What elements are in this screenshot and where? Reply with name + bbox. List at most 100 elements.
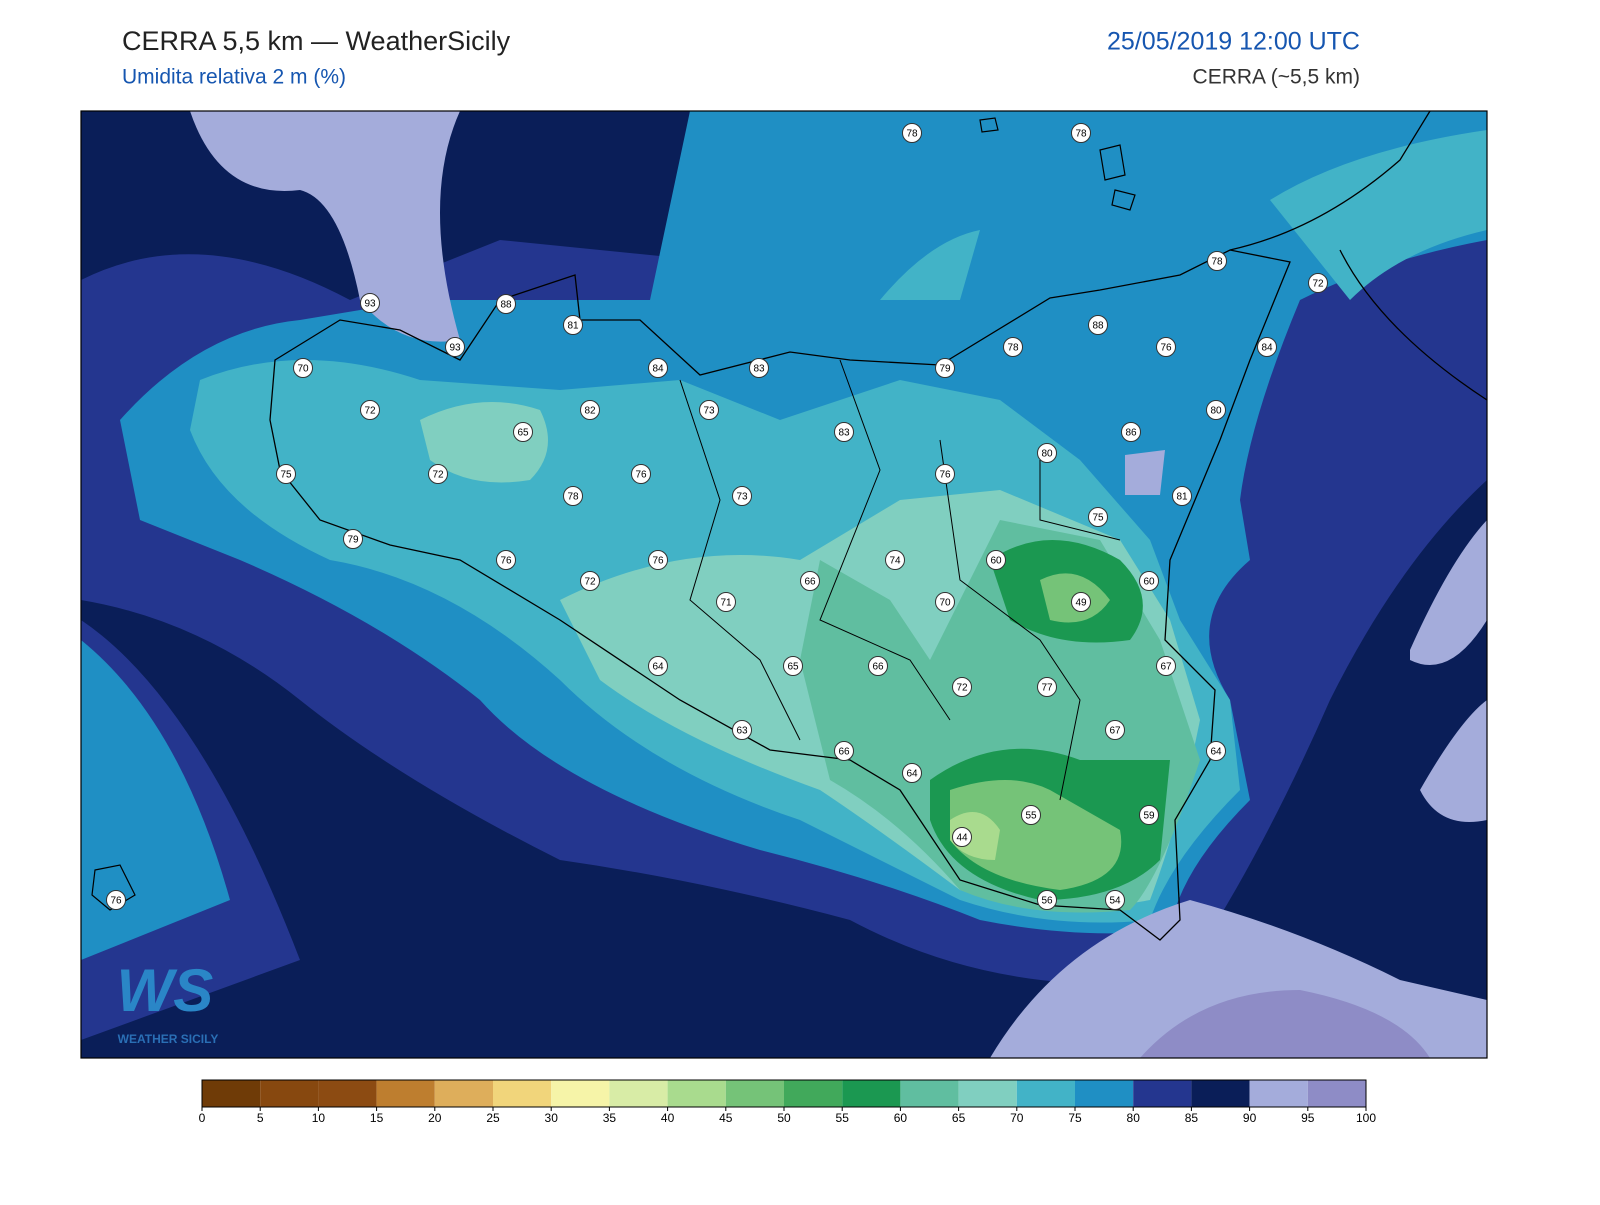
station-value: 67 <box>1160 662 1172 673</box>
station-value: 88 <box>500 300 512 311</box>
station-marker <box>580 571 600 591</box>
station-value: 93 <box>449 343 461 354</box>
map-frame <box>80 110 1488 1059</box>
station-value: 88 <box>1092 321 1104 332</box>
station-marker <box>343 529 363 549</box>
station-value: 84 <box>1261 343 1273 354</box>
stations: 78 78 78 72 93 88 81 93 88 78 76 84 70 84 83 79 72 82 73 80… <box>106 123 1328 910</box>
station-marker <box>360 293 380 313</box>
station-value: 64 <box>906 769 918 780</box>
station-marker <box>1071 592 1091 612</box>
station-marker <box>952 677 972 697</box>
station-marker <box>631 464 651 484</box>
station-marker <box>1105 890 1125 910</box>
station-marker <box>496 550 516 570</box>
title: CERRA 5,5 km — WeatherSicily <box>122 26 511 56</box>
colorbar-segment <box>318 1080 377 1107</box>
station-marker <box>106 890 126 910</box>
station-marker <box>952 827 972 847</box>
map-fields <box>81 111 1487 1058</box>
station-marker <box>580 400 600 420</box>
station-value: 76 <box>500 556 512 567</box>
station-value: 78 <box>1075 129 1087 140</box>
colorbar-tick-label: 0 <box>199 1111 206 1125</box>
station-marker <box>1206 741 1226 761</box>
station-marker <box>1071 123 1091 143</box>
station-value: 76 <box>1160 343 1172 354</box>
station-marker <box>428 464 448 484</box>
colorbar-segment <box>1016 1080 1075 1107</box>
station-value: 79 <box>347 535 359 546</box>
station-value: 44 <box>956 833 968 844</box>
station-value: 74 <box>889 556 901 567</box>
station-value: 55 <box>1025 811 1037 822</box>
station-value: 73 <box>736 492 748 503</box>
field-45 <box>950 812 1000 860</box>
station-marker <box>1206 400 1226 420</box>
colorbar-segment <box>725 1080 784 1107</box>
station-marker <box>834 422 854 442</box>
station-marker <box>800 571 820 591</box>
station-marker <box>935 358 955 378</box>
station-value: 72 <box>364 406 376 417</box>
station-value: 75 <box>1092 513 1104 524</box>
colorbar-tick-label: 50 <box>777 1111 791 1125</box>
station-value: 75 <box>280 470 292 481</box>
colorbar-tick-label: 65 <box>952 1111 966 1125</box>
field-100 <box>1140 990 1430 1058</box>
station-value: 72 <box>956 683 968 694</box>
station-marker <box>1105 720 1125 740</box>
islands <box>91 117 1136 911</box>
calabria-coast <box>1229 111 1487 401</box>
colorbar-tick-label: 5 <box>257 1111 264 1125</box>
station-marker <box>293 358 313 378</box>
station-value: 79 <box>939 364 951 375</box>
colorbar-segment <box>493 1080 552 1107</box>
colorbar-segment <box>900 1080 959 1107</box>
station-value: 78 <box>906 129 918 140</box>
model: CERRA (~5,5 km) <box>1193 66 1360 89</box>
station-marker <box>1172 486 1192 506</box>
station-marker <box>1207 251 1227 271</box>
station-value: 70 <box>939 598 951 609</box>
station-marker <box>935 464 955 484</box>
station-marker <box>699 400 719 420</box>
subtitle: Umidita relativa 2 m (%) <box>122 66 346 89</box>
datetime: 25/05/2019 12:00 UTC <box>1107 28 1360 56</box>
station-marker <box>1037 443 1057 463</box>
colorbar-segment <box>1133 1080 1192 1107</box>
station-marker <box>563 486 583 506</box>
station-marker <box>1308 273 1328 293</box>
station-value: 71 <box>720 598 732 609</box>
station-marker <box>513 422 533 442</box>
station-marker <box>648 358 668 378</box>
station-value: 93 <box>364 299 376 310</box>
colorbar-tick-label: 80 <box>1127 1111 1141 1125</box>
colorbar-segment <box>1249 1080 1308 1107</box>
colorbar-segment <box>202 1080 261 1107</box>
colorbar-segment <box>1075 1080 1134 1107</box>
station-value: 66 <box>872 662 884 673</box>
station-value: 78 <box>1211 257 1223 268</box>
station-marker <box>783 656 803 676</box>
colorbar-tick-label: 40 <box>661 1111 675 1125</box>
station-value: 83 <box>753 364 765 375</box>
station-value: 84 <box>652 364 664 375</box>
colorbar: 0 5 10 15 20 25 30 35 40 45 50 55 60 65 70 75 80 85 90 95 10… <box>199 1079 1376 1125</box>
colorbar-segment <box>609 1080 668 1107</box>
station-value: 82 <box>584 406 596 417</box>
station-value: 49 <box>1075 598 1087 609</box>
station-marker <box>276 464 296 484</box>
station-value: 54 <box>1109 896 1121 907</box>
station-marker <box>1139 805 1159 825</box>
station-value: 78 <box>1007 343 1019 354</box>
station-value: 76 <box>635 470 647 481</box>
colorbar-tick-label: 25 <box>486 1111 500 1125</box>
colorbar-tick-label: 30 <box>545 1111 559 1125</box>
station-marker <box>868 656 888 676</box>
station-marker <box>1121 422 1141 442</box>
sicily-coast <box>269 249 1291 941</box>
station-value: 60 <box>1143 577 1155 588</box>
colorbar-tick-label: 95 <box>1301 1111 1315 1125</box>
station-value: 81 <box>1176 492 1188 503</box>
